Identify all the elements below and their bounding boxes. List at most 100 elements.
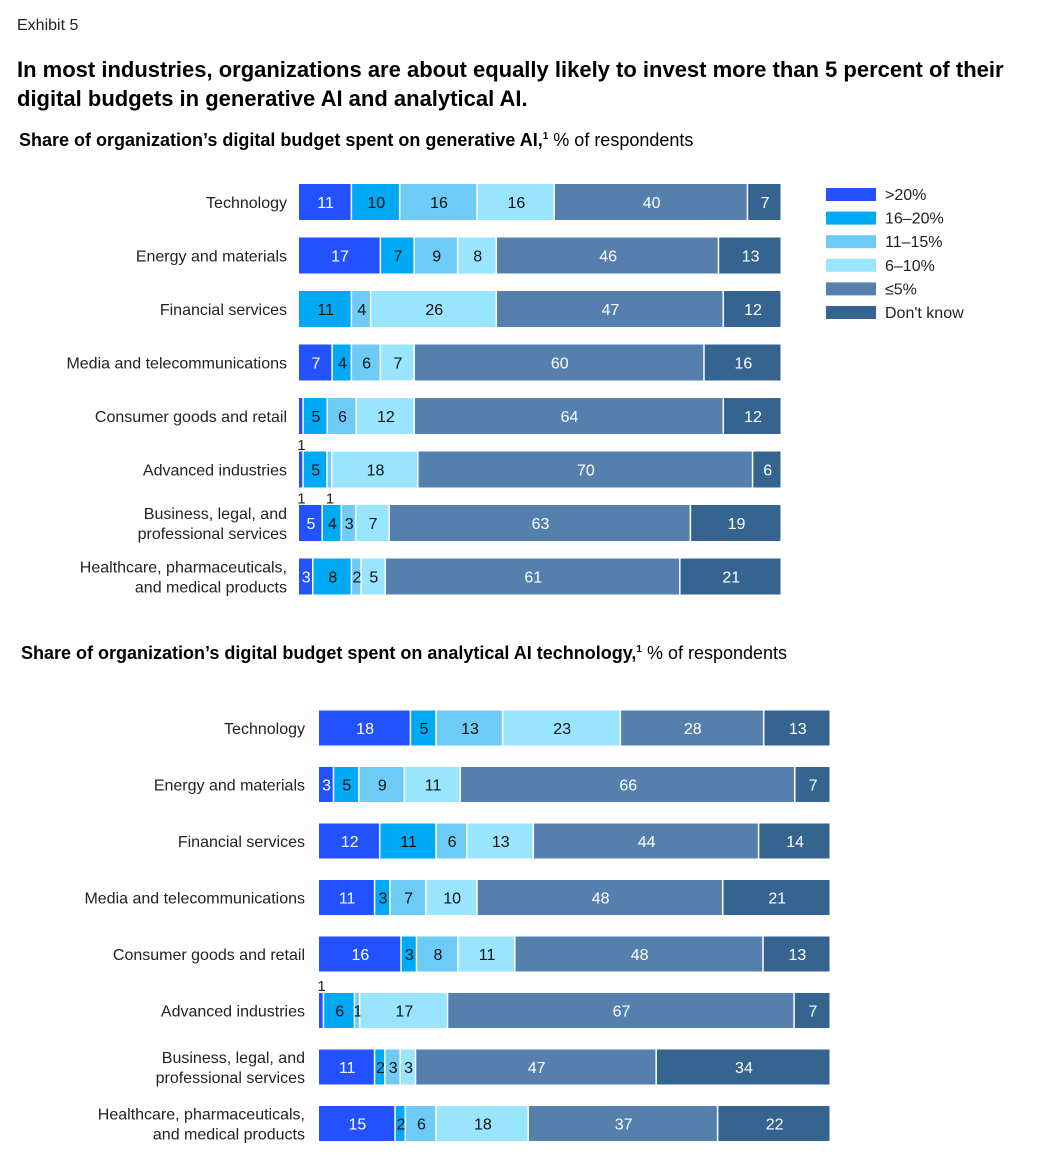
data-label: 10 bbox=[443, 891, 461, 908]
bar-segment bbox=[332, 344, 351, 381]
data-label: 13 bbox=[461, 721, 479, 738]
bar-segment bbox=[324, 993, 354, 1028]
bar-segment bbox=[458, 237, 496, 274]
category-label: professional services bbox=[138, 526, 287, 543]
data-label: 5 bbox=[307, 516, 316, 533]
chart1-title: Share of organization’s digital budget s… bbox=[19, 130, 693, 151]
data-label: 46 bbox=[599, 249, 617, 266]
bar-segment bbox=[515, 936, 763, 972]
data-label: 3 bbox=[345, 516, 354, 533]
data-label: 3 bbox=[405, 947, 414, 964]
data-label: 11 bbox=[425, 778, 442, 795]
category-label: Financial services bbox=[178, 834, 305, 851]
bar-segment bbox=[375, 880, 390, 915]
data-label: 18 bbox=[474, 1117, 492, 1134]
bar-segment bbox=[460, 767, 795, 802]
data-label: 47 bbox=[602, 302, 620, 319]
data-label: 1 bbox=[326, 491, 334, 508]
bar-segment bbox=[748, 184, 781, 220]
category-label: professional services bbox=[156, 1070, 305, 1087]
data-label: 18 bbox=[367, 463, 385, 480]
bar-segment bbox=[319, 993, 323, 1028]
bar-segment bbox=[332, 451, 418, 488]
data-label: 3 bbox=[404, 1060, 413, 1077]
bar-segment bbox=[477, 184, 554, 220]
bar-segment bbox=[724, 291, 781, 327]
legend-label: 6–10% bbox=[885, 258, 935, 275]
headline: In most industries, organizations are ab… bbox=[17, 57, 1004, 111]
chart2-title-main: Share of organization’s digital budget s… bbox=[21, 643, 637, 663]
category-label: Healthcare, pharmaceuticals, bbox=[98, 1107, 305, 1124]
data-label: 3 bbox=[322, 778, 331, 795]
data-label: 1 bbox=[297, 437, 305, 454]
data-label: 7 bbox=[809, 778, 818, 795]
data-label: 7 bbox=[394, 356, 403, 373]
bar-segment bbox=[763, 936, 830, 972]
category-label: Consumer goods and retail bbox=[113, 947, 305, 964]
data-label: 12 bbox=[377, 409, 395, 426]
data-label: 9 bbox=[378, 778, 387, 795]
category-label: Consumer goods and retail bbox=[95, 409, 287, 426]
data-label: 12 bbox=[744, 302, 762, 319]
data-label: 47 bbox=[528, 1060, 546, 1077]
data-label: 15 bbox=[349, 1117, 367, 1134]
bar-segment bbox=[319, 880, 374, 915]
category-label: and medical products bbox=[135, 580, 287, 597]
bar-segment bbox=[352, 184, 399, 220]
bar-segment bbox=[352, 558, 361, 595]
category-label: Media and telecommunications bbox=[84, 891, 305, 908]
data-label: 11 bbox=[479, 947, 496, 964]
category-label: Financial services bbox=[160, 302, 287, 319]
chart2-title: Share of organization’s digital budget s… bbox=[21, 643, 787, 664]
category-label: Advanced industries bbox=[161, 1004, 305, 1021]
data-label: 67 bbox=[613, 1004, 631, 1021]
data-label: 4 bbox=[338, 356, 347, 373]
data-label: 16 bbox=[734, 356, 752, 373]
bar-segment bbox=[418, 451, 752, 488]
bar-segment bbox=[355, 993, 359, 1028]
data-label: 4 bbox=[328, 516, 337, 533]
bar-segment bbox=[389, 505, 690, 541]
bar-segment bbox=[406, 1106, 436, 1141]
bar-segment bbox=[503, 710, 620, 746]
category-label: Energy and materials bbox=[154, 778, 305, 795]
data-label: 13 bbox=[492, 834, 510, 851]
bar-segment bbox=[319, 936, 401, 972]
bar-segment bbox=[313, 558, 351, 595]
data-label: 7 bbox=[808, 1004, 817, 1021]
bar-segment bbox=[794, 993, 830, 1028]
bar-segment bbox=[497, 237, 718, 274]
bar-segment bbox=[426, 880, 477, 915]
bar-segment bbox=[400, 1049, 415, 1085]
bar-segment bbox=[656, 1049, 830, 1085]
data-label: 66 bbox=[619, 778, 637, 795]
bar-segment bbox=[411, 710, 436, 746]
data-label: 44 bbox=[638, 834, 656, 851]
bar-segment bbox=[528, 1106, 717, 1141]
data-label: 13 bbox=[742, 249, 760, 266]
data-label: 21 bbox=[722, 570, 740, 587]
data-label: 14 bbox=[786, 834, 804, 851]
bar-segment bbox=[322, 505, 341, 541]
data-label: 13 bbox=[789, 721, 807, 738]
bar-segment bbox=[299, 291, 351, 327]
bar-segment bbox=[303, 451, 327, 488]
data-label: 8 bbox=[433, 947, 442, 964]
data-label: 48 bbox=[631, 947, 649, 964]
data-label: 19 bbox=[728, 516, 746, 533]
bar-segment bbox=[448, 993, 794, 1028]
data-label: 7 bbox=[311, 356, 320, 373]
data-label: 6 bbox=[338, 409, 347, 426]
data-label: 3 bbox=[302, 570, 311, 587]
data-label: 6 bbox=[763, 463, 772, 480]
data-label: 2 bbox=[396, 1117, 405, 1134]
data-label: 34 bbox=[735, 1060, 753, 1077]
data-label: 10 bbox=[367, 195, 385, 212]
category-label: Business, legal, and bbox=[162, 1050, 305, 1067]
chart2-footnote-ref: 1 bbox=[636, 644, 642, 655]
bar-segment bbox=[436, 823, 466, 859]
data-label: 3 bbox=[379, 891, 388, 908]
bar-segment bbox=[361, 558, 385, 595]
data-label: 9 bbox=[432, 249, 441, 266]
